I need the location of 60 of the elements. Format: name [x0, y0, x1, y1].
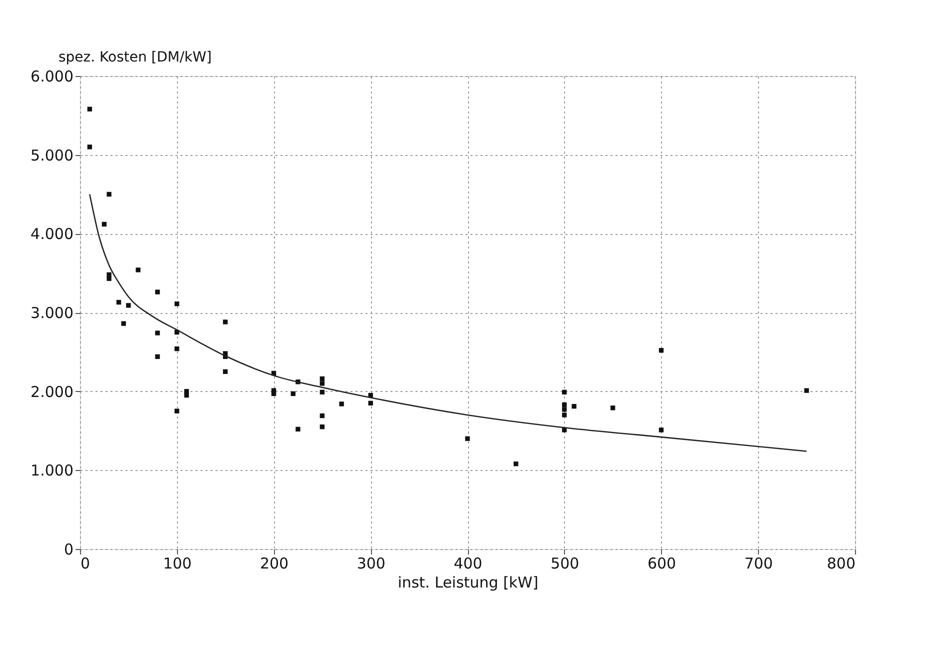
point: [804, 388, 809, 393]
point: [562, 412, 567, 418]
x-tick-label: 200: [260, 554, 289, 572]
point: [155, 290, 160, 294]
point: [514, 462, 518, 466]
point: [102, 222, 107, 227]
x-tick-label: 0: [80, 554, 90, 572]
point: [320, 381, 325, 386]
point: [572, 404, 576, 409]
y-tick-label: 2.000: [30, 382, 74, 401]
point: [562, 390, 567, 394]
point: [562, 407, 567, 412]
point: [87, 144, 92, 150]
point: [339, 402, 344, 406]
point: [184, 392, 189, 398]
y-axis-title: spez. Kosten [DM/kW]: [58, 50, 212, 66]
y-tick-label: 1.000: [30, 462, 74, 480]
point: [222, 320, 228, 324]
point: [87, 106, 92, 112]
point: [184, 388, 189, 394]
x-axis-title: inst. Leistung [kW]: [398, 574, 538, 592]
point: [126, 303, 131, 308]
point: [320, 413, 325, 418]
point: [106, 272, 112, 278]
point: [368, 400, 373, 406]
x-tick-label: 600: [647, 554, 676, 572]
point: [271, 391, 276, 396]
x-tick-label: 800: [826, 554, 856, 572]
x-tick-label: 100: [163, 554, 192, 572]
x-tick-label: 700: [744, 554, 773, 572]
point: [296, 426, 300, 432]
x-tick-label: 300: [356, 554, 386, 572]
point: [610, 406, 616, 410]
point: [658, 428, 664, 432]
point: [174, 346, 180, 352]
point: [174, 301, 180, 306]
point: [290, 391, 296, 396]
y-tick-label: 4.000: [30, 225, 74, 244]
point: [136, 268, 140, 272]
point: [106, 276, 112, 281]
y-tick-label: 6.000: [30, 68, 74, 86]
point: [320, 376, 325, 382]
point: [465, 436, 470, 441]
x-tick-label: 400: [454, 554, 482, 572]
point: [116, 300, 122, 305]
point: [658, 348, 664, 353]
point: [320, 390, 325, 394]
point: [121, 321, 126, 326]
point: [106, 192, 112, 197]
point: [320, 424, 325, 430]
y-tick-label: 5.000: [30, 146, 74, 164]
y-tick-label: 3.000: [30, 304, 74, 322]
point: [155, 354, 160, 359]
x-tick-label: 500: [550, 554, 580, 572]
point: [174, 408, 180, 414]
point: [155, 330, 160, 336]
point: [562, 402, 567, 408]
y-tick-label: 0: [64, 540, 74, 558]
point: [222, 369, 228, 374]
line-series: [89, 194, 808, 452]
